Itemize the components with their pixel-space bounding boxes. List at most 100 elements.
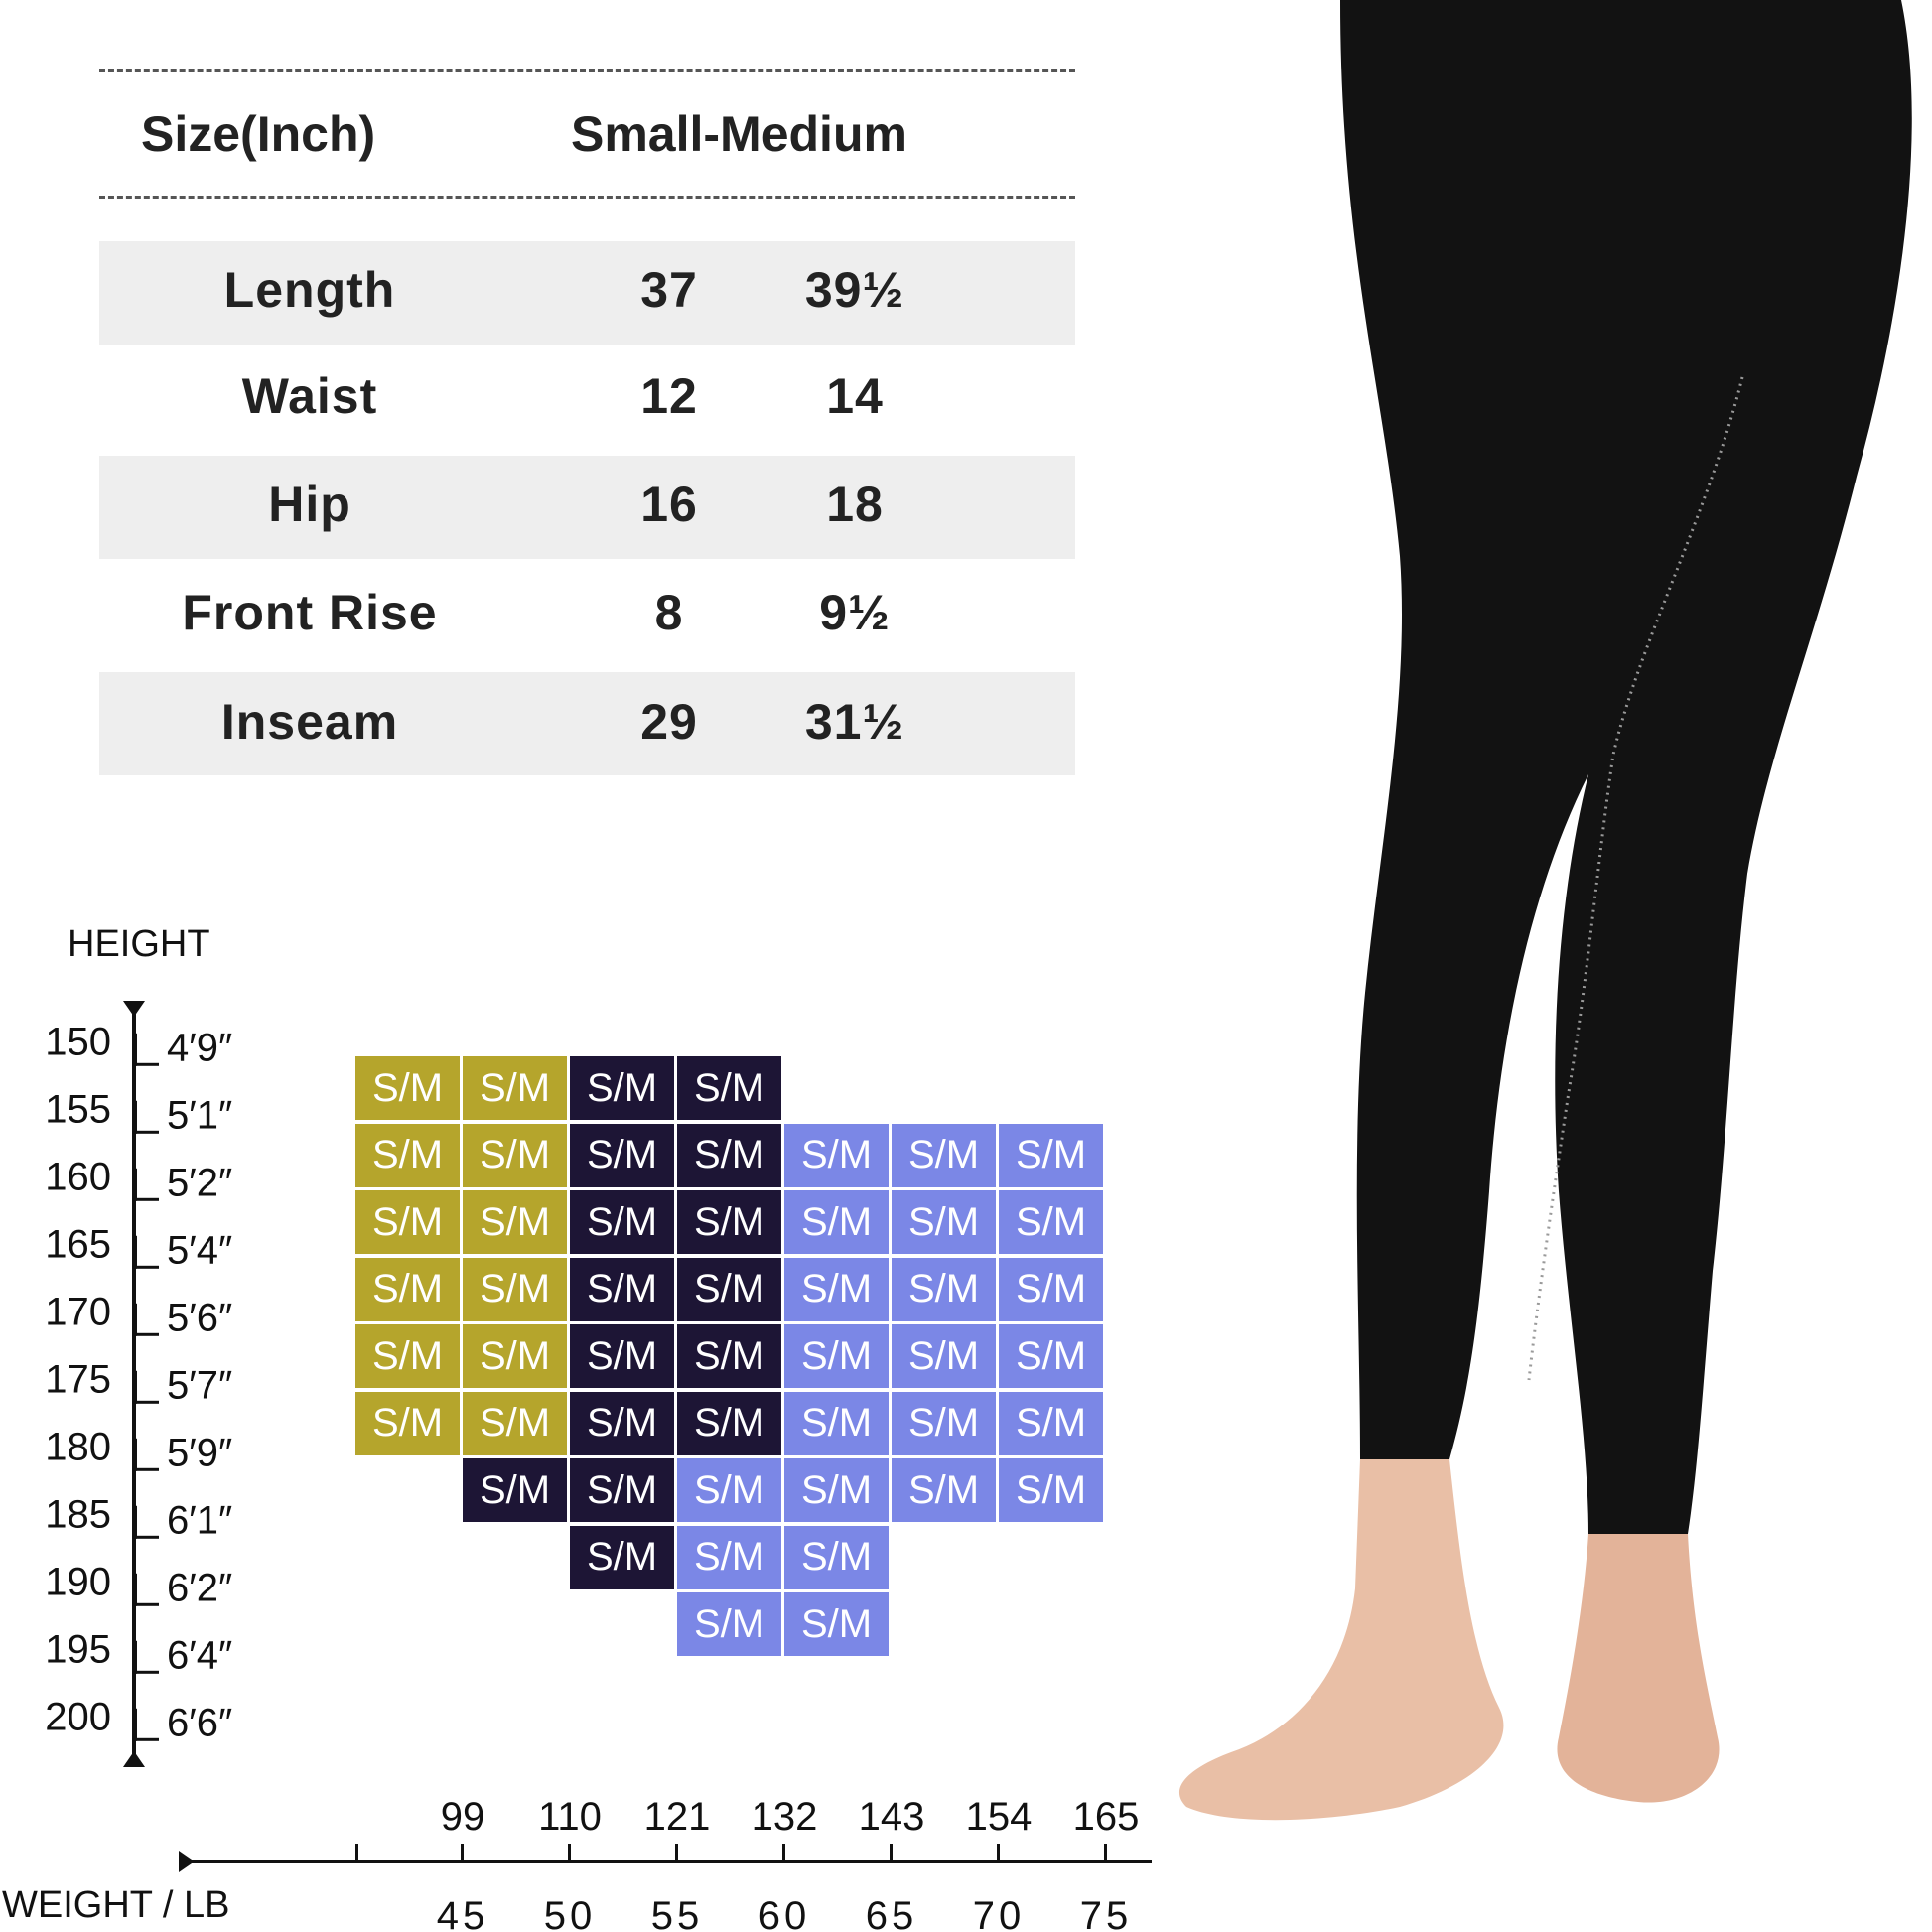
row-band	[99, 456, 1075, 559]
height-tick	[134, 1370, 159, 1404]
size-cell: S/M	[570, 1056, 674, 1120]
size-cell: S/M	[999, 1190, 1103, 1254]
size-cell: S/M	[999, 1123, 1103, 1187]
size-header-value: Small-Medium	[571, 106, 907, 162]
height-tick-ft: 6′1″	[167, 1498, 233, 1543]
height-axis-label: HEIGHT	[68, 923, 210, 965]
size-header-label: Size(Inch)	[141, 106, 376, 162]
size-cell: S/M	[463, 1324, 567, 1388]
size-cell: S/M	[784, 1458, 889, 1522]
size-cell: S/M	[677, 1592, 781, 1656]
size-cell: S/M	[784, 1123, 889, 1187]
weight-tick-kg: 45	[436, 1894, 489, 1932]
height-tick	[134, 1640, 159, 1674]
arrow-icon	[123, 1001, 145, 1017]
height-tick-ft: 6′4″	[167, 1633, 233, 1678]
weight-tick-kg: 60	[758, 1894, 811, 1932]
weight-tick-lb: 143	[858, 1795, 925, 1839]
weight-tick-lb: 110	[538, 1795, 602, 1839]
size-cell: S/M	[784, 1391, 889, 1455]
size-row-label: Waist	[241, 368, 378, 424]
size-cell: S/M	[570, 1458, 674, 1522]
weight-tick-kg: 70	[972, 1894, 1026, 1932]
weight-tick	[355, 1844, 358, 1863]
size-cell: S/M	[463, 1458, 567, 1522]
weight-tick	[1104, 1844, 1107, 1863]
height-tick-cm: 190	[45, 1560, 111, 1604]
weight-tick-lb: 154	[965, 1795, 1033, 1839]
size-cell: S/M	[892, 1391, 996, 1455]
height-tick-ft: 5′4″	[167, 1228, 233, 1273]
weight-tick	[997, 1844, 1000, 1863]
size-row-label: Hip	[268, 477, 351, 532]
height-tick	[134, 1033, 159, 1066]
size-cell: S/M	[784, 1592, 889, 1656]
weight-tick-lb: 99	[440, 1795, 485, 1839]
size-cell: S/M	[570, 1391, 674, 1455]
size-cell: S/M	[892, 1324, 996, 1388]
height-tick-ft: 6′6″	[167, 1701, 233, 1745]
weight-tick	[675, 1844, 678, 1863]
height-tick	[134, 1438, 159, 1471]
size-cell: S/M	[355, 1324, 460, 1388]
size-cell: S/M	[570, 1525, 674, 1589]
size-cell: S/M	[355, 1056, 460, 1120]
size-cell: S/M	[784, 1257, 889, 1321]
height-tick	[134, 1708, 159, 1741]
size-cell: S/M	[570, 1123, 674, 1187]
size-cell: S/M	[677, 1391, 781, 1455]
weight-tick	[782, 1844, 785, 1863]
size-cell: S/M	[463, 1056, 567, 1120]
height-tick-cm: 200	[45, 1695, 111, 1739]
size-row-v2: 9½	[819, 585, 891, 640]
weight-tick-kg: 50	[543, 1894, 597, 1932]
size-row-v2: 14	[826, 368, 884, 424]
size-row-v2: 39½	[804, 262, 905, 318]
weight-tick-lb: 132	[751, 1795, 818, 1839]
size-cell: S/M	[892, 1257, 996, 1321]
size-cell: S/M	[784, 1525, 889, 1589]
size-cell: S/M	[355, 1391, 460, 1455]
weight-tick-lb: 165	[1072, 1795, 1140, 1839]
weight-tick-kg: 75	[1079, 1894, 1133, 1932]
size-cell: S/M	[999, 1257, 1103, 1321]
size-row-v1: 16	[640, 477, 698, 532]
size-cell: S/M	[677, 1257, 781, 1321]
size-cell: S/M	[570, 1190, 674, 1254]
divider	[99, 69, 1075, 72]
size-cell: S/M	[355, 1190, 460, 1254]
height-tick-ft: 5′6″	[167, 1296, 233, 1340]
size-cell: S/M	[677, 1458, 781, 1522]
size-cell: S/M	[355, 1123, 460, 1187]
height-tick-ft: 5′2″	[167, 1161, 233, 1205]
size-cell: S/M	[463, 1391, 567, 1455]
height-tick-cm: 185	[45, 1492, 111, 1537]
height-tick-cm: 150	[45, 1020, 111, 1064]
leggings-photo	[1178, 0, 1912, 1821]
height-tick	[134, 1573, 159, 1606]
size-cell: S/M	[999, 1391, 1103, 1455]
size-row-v1: 12	[640, 368, 698, 424]
size-row-v2: 31½	[804, 694, 905, 750]
height-tick	[134, 1505, 159, 1539]
size-cell: S/M	[677, 1324, 781, 1388]
weight-tick	[461, 1844, 464, 1863]
size-row-label: Inseam	[220, 694, 399, 750]
size-row-v1: 29	[640, 694, 698, 750]
height-tick-cm: 160	[45, 1155, 111, 1199]
size-row-v2: 18	[826, 477, 884, 532]
size-cell: S/M	[677, 1056, 781, 1120]
height-tick-ft: 5′7″	[167, 1363, 233, 1408]
height-tick	[134, 1168, 159, 1201]
height-tick-ft: 5′1″	[167, 1093, 233, 1138]
size-cell: S/M	[999, 1324, 1103, 1388]
weight-axis	[189, 1860, 1152, 1863]
size-cell: S/M	[892, 1190, 996, 1254]
size-cell: S/M	[463, 1123, 567, 1187]
size-cell: S/M	[355, 1257, 460, 1321]
weight-tick-kg: 65	[865, 1894, 918, 1932]
size-cell: S/M	[892, 1458, 996, 1522]
size-row-v1: 37	[640, 262, 698, 318]
weight-tick-lb: 121	[643, 1795, 711, 1839]
